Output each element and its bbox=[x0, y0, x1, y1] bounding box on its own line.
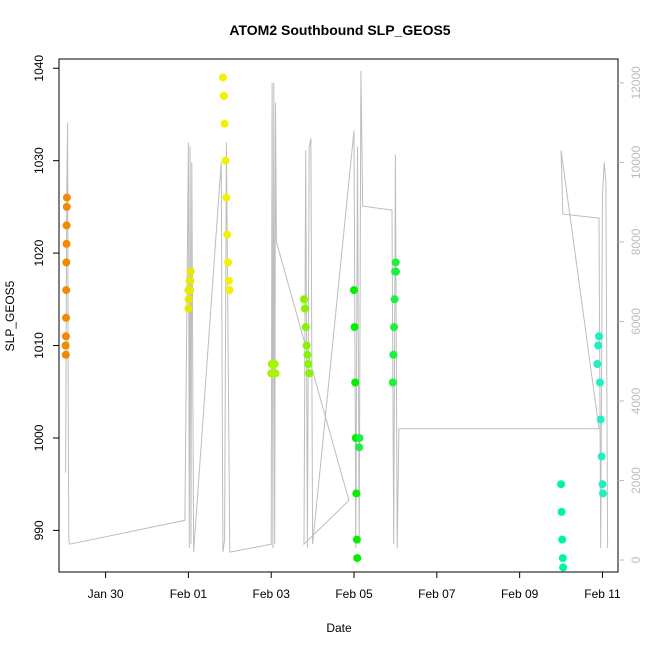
data-point bbox=[186, 286, 195, 295]
data-point bbox=[61, 332, 70, 341]
x-tick-label: Jan 30 bbox=[88, 587, 124, 601]
data-point bbox=[61, 341, 70, 350]
data-point bbox=[62, 258, 71, 267]
x-axis-label: Date bbox=[326, 621, 352, 635]
series-3 bbox=[267, 360, 280, 378]
series-8 bbox=[557, 480, 568, 572]
data-point bbox=[62, 239, 71, 248]
data-point bbox=[598, 480, 607, 489]
data-point bbox=[62, 193, 71, 202]
data-point bbox=[184, 304, 193, 313]
data-point bbox=[62, 202, 71, 211]
y-right-tick-label: 4000 bbox=[629, 387, 643, 414]
data-point bbox=[218, 73, 227, 82]
data-point bbox=[223, 230, 232, 239]
data-point bbox=[185, 295, 193, 304]
x-tick-label: Feb 01 bbox=[170, 587, 208, 601]
data-point bbox=[388, 378, 397, 387]
data-point bbox=[355, 434, 364, 442]
data-point bbox=[557, 480, 566, 489]
y-right-tick-label: 10000 bbox=[629, 145, 643, 179]
data-point bbox=[593, 360, 602, 368]
x-tick-label: Feb 11 bbox=[584, 587, 621, 601]
data-point bbox=[355, 443, 364, 452]
data-point bbox=[352, 535, 361, 544]
data-point bbox=[303, 350, 312, 359]
y-right-tick-label: 8000 bbox=[629, 228, 643, 255]
series-9 bbox=[593, 332, 607, 498]
y-right-tick-label: 0 bbox=[629, 556, 643, 563]
y-tick-label: 1000 bbox=[32, 424, 46, 451]
series-6 bbox=[355, 434, 364, 452]
plot-area bbox=[61, 70, 609, 572]
data-point bbox=[222, 193, 231, 202]
y-tick-label: 1030 bbox=[32, 147, 46, 174]
data-point bbox=[221, 156, 230, 165]
data-point bbox=[225, 286, 234, 295]
data-point bbox=[224, 258, 233, 267]
data-point bbox=[301, 323, 310, 332]
data-point bbox=[391, 258, 400, 267]
data-point bbox=[305, 369, 314, 378]
y-axis: 990 1000 1010 1020 1030 1040 bbox=[32, 55, 59, 540]
y-right-tick-label: 6000 bbox=[629, 308, 643, 335]
data-point bbox=[304, 360, 313, 368]
data-point bbox=[219, 92, 228, 100]
data-point bbox=[61, 350, 70, 359]
y-axis-right: 0 2000 4000 6000 8000 10000 12000 bbox=[618, 66, 643, 563]
y-tick-label: 1010 bbox=[32, 332, 46, 359]
chart-title: ATOM2 Southbound SLP_GEOS5 bbox=[229, 22, 450, 38]
data-point bbox=[559, 563, 568, 572]
data-point bbox=[62, 286, 71, 295]
data-point bbox=[62, 221, 71, 230]
data-point bbox=[594, 341, 603, 350]
x-axis: Jan 30 Feb 01 Feb 03 Feb 05 Feb 07 Feb 09 Feb … bbox=[88, 572, 621, 601]
y-tick-label: 1020 bbox=[32, 239, 46, 266]
x-tick-label: Feb 09 bbox=[501, 587, 539, 601]
data-point bbox=[300, 304, 309, 313]
data-point bbox=[220, 119, 229, 128]
data-point bbox=[186, 267, 195, 276]
data-point bbox=[62, 313, 70, 322]
data-point bbox=[271, 369, 280, 378]
series-0 bbox=[61, 193, 71, 359]
altitude-line bbox=[65, 70, 609, 553]
data-point bbox=[597, 452, 606, 461]
x-tick-label: Feb 07 bbox=[418, 587, 456, 601]
data-point bbox=[224, 276, 233, 285]
data-point bbox=[599, 489, 607, 498]
x-tick-label: Feb 05 bbox=[335, 587, 373, 601]
data-point bbox=[300, 295, 308, 304]
y-right-tick-label: 2000 bbox=[629, 467, 643, 494]
x-tick-label: Feb 03 bbox=[253, 587, 291, 601]
data-point bbox=[389, 350, 398, 359]
data-point bbox=[595, 332, 603, 341]
data-point bbox=[390, 295, 399, 304]
data-point bbox=[595, 378, 604, 387]
plot-frame bbox=[58, 58, 619, 573]
series-2 bbox=[218, 73, 234, 295]
data-point bbox=[352, 489, 361, 498]
data-point bbox=[596, 415, 605, 424]
data-point bbox=[390, 323, 398, 332]
y-tick-label: 1040 bbox=[32, 55, 46, 82]
data-point bbox=[350, 323, 359, 332]
series-1 bbox=[184, 267, 195, 313]
data-point bbox=[558, 554, 567, 563]
data-point bbox=[302, 341, 311, 350]
data-point bbox=[392, 267, 400, 276]
data-point bbox=[270, 360, 279, 368]
y-tick-label: 990 bbox=[32, 520, 46, 540]
data-point bbox=[557, 507, 566, 516]
data-point bbox=[353, 554, 362, 563]
data-point bbox=[351, 378, 360, 387]
data-point bbox=[350, 286, 358, 295]
y-right-tick-label: 12000 bbox=[629, 66, 643, 100]
series-4 bbox=[300, 295, 314, 378]
series-7 bbox=[388, 258, 400, 387]
y-axis-label: SLP_GEOS5 bbox=[3, 280, 17, 351]
data-point bbox=[186, 276, 195, 285]
data-point bbox=[558, 535, 567, 544]
